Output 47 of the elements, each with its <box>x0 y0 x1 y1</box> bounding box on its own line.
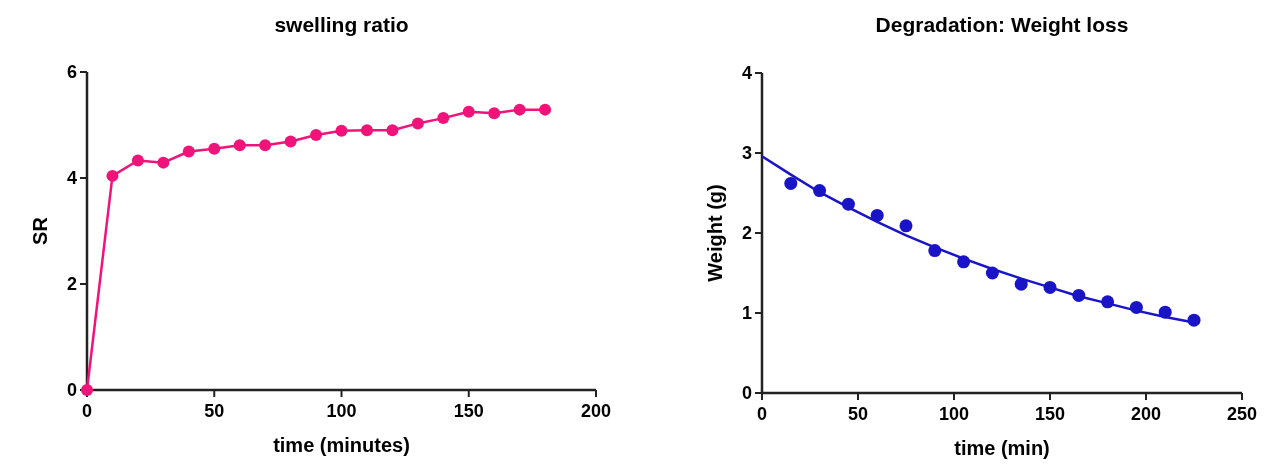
point <box>157 156 170 169</box>
x-tick-label: 100 <box>326 401 357 421</box>
point <box>386 124 399 137</box>
point <box>411 117 424 130</box>
point <box>870 208 884 222</box>
point <box>899 219 913 233</box>
point <box>360 124 373 137</box>
point <box>259 139 272 152</box>
y-tick-label: 0 <box>66 380 77 400</box>
x-tick-label: 0 <box>756 404 768 424</box>
y-tick-label: 3 <box>741 143 752 163</box>
x-tick-label: 50 <box>847 404 869 424</box>
x-tick-label: 200 <box>1130 404 1162 424</box>
y-tick-label: 1 <box>741 303 752 323</box>
y-tick-label: 4 <box>66 168 77 188</box>
x-tick-label: 250 <box>1226 404 1258 424</box>
x-axis-title: time (min) <box>954 437 1050 459</box>
x-axis-title: time (minutes) <box>273 434 410 456</box>
point <box>335 124 348 137</box>
x-tick-label: 0 <box>81 401 93 421</box>
y-tick-label: 6 <box>66 62 77 82</box>
point <box>182 145 195 158</box>
point <box>488 107 501 120</box>
point <box>513 103 526 116</box>
point <box>539 103 552 116</box>
point <box>208 142 221 155</box>
y-axis-title: Weight (g) <box>704 184 726 282</box>
x-tick-label: 100 <box>938 404 970 424</box>
point <box>233 139 246 152</box>
point <box>284 135 297 148</box>
point <box>437 112 450 125</box>
y-tick-label: 4 <box>741 63 752 83</box>
y-tick-label: 2 <box>66 274 77 294</box>
point <box>310 129 323 142</box>
y-axis-title: SR <box>29 216 51 245</box>
x-tick-label: 150 <box>453 401 484 421</box>
x-tick-label: 150 <box>1034 404 1066 424</box>
point <box>106 169 119 182</box>
y-tick-label: 0 <box>741 383 752 403</box>
chart-title: swelling ratio <box>274 13 409 36</box>
point <box>784 176 798 190</box>
x-tick-label: 200 <box>580 401 612 421</box>
y-tick-label: 2 <box>741 223 752 243</box>
point <box>131 154 144 167</box>
point <box>462 105 475 118</box>
chart-title: Degradation: Weight loss <box>875 13 1129 36</box>
x-tick-label: 50 <box>204 401 225 421</box>
